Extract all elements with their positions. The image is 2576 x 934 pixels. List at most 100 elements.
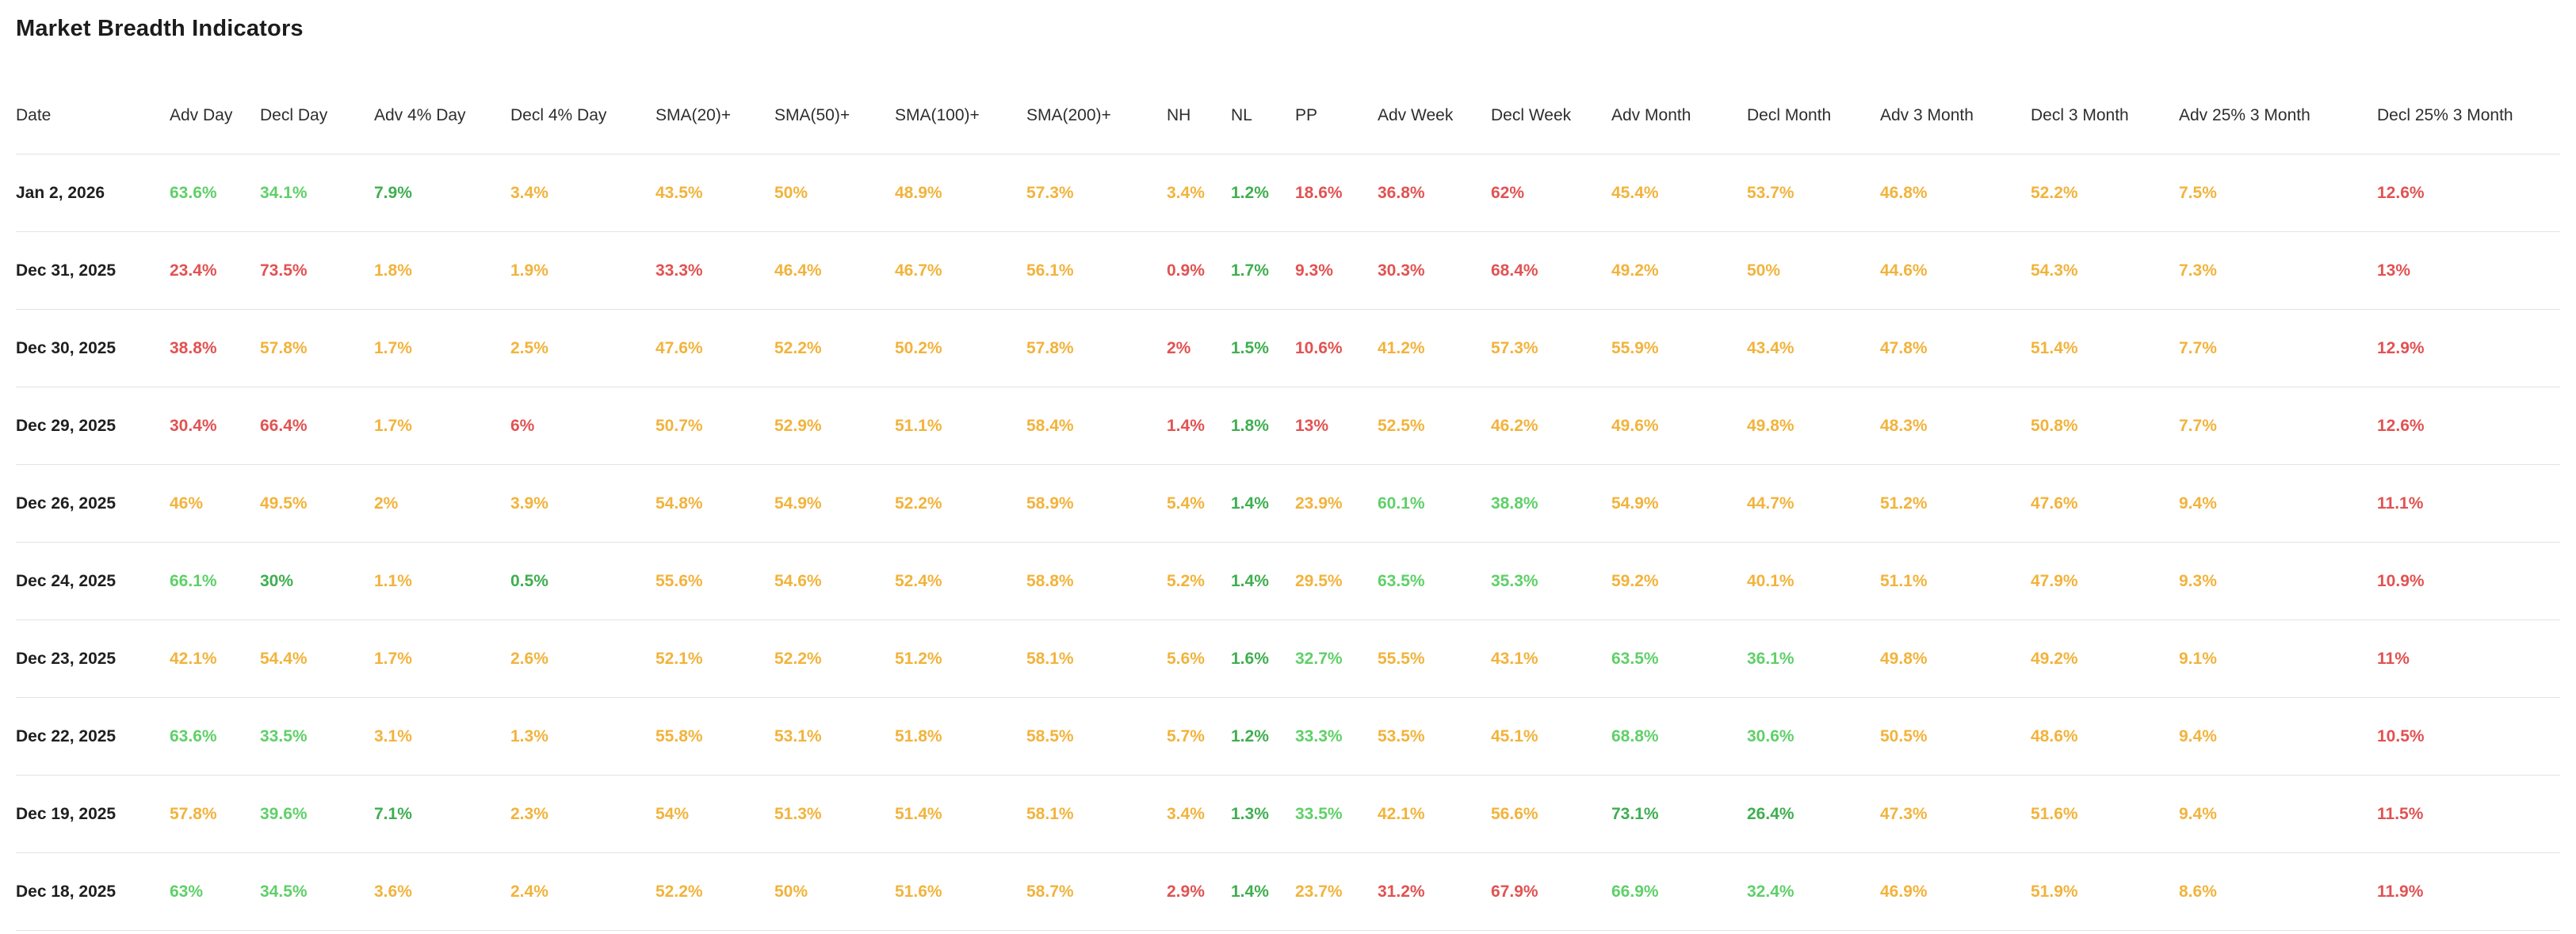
value-cell: 0.9% bbox=[1167, 231, 1231, 310]
table-row: Dec 31, 2025 23.4% 73.5% 1.8% 1.9% 33.3% 46.4%… bbox=[16, 231, 2560, 310]
value-cell: 33.5% bbox=[260, 697, 374, 776]
value-cell: 47.3% bbox=[1880, 775, 2031, 853]
value-cell: 57.3% bbox=[1491, 309, 1611, 387]
value-cell: 51.1% bbox=[895, 387, 1026, 465]
value-cell: 11% bbox=[2377, 619, 2560, 698]
column-header-nl: NL bbox=[1231, 77, 1295, 154]
value-cell: 1.6% bbox=[1231, 619, 1295, 698]
table-row: Jan 2, 2026 63.6% 34.1% 7.9% 3.4% 43.5% 50% 48.… bbox=[16, 154, 2560, 232]
value-cell: 68.8% bbox=[1611, 697, 1747, 776]
value-cell: 1.4% bbox=[1231, 852, 1295, 931]
value-cell: 49.2% bbox=[1611, 231, 1747, 310]
table-row: Dec 18, 2025 63% 34.5% 3.6% 2.4% 52.2% 50% 51.6… bbox=[16, 852, 2560, 931]
column-header-adv-month: Adv Month bbox=[1611, 77, 1747, 154]
column-header-decl-25-3-month: Decl 25% 3 Month bbox=[2377, 77, 2560, 154]
value-cell: 50.2% bbox=[895, 309, 1026, 387]
value-cell: 1.9% bbox=[510, 231, 655, 310]
value-cell: 47.8% bbox=[1880, 309, 2031, 387]
value-cell: 23.7% bbox=[1295, 852, 1378, 931]
value-cell: 48.6% bbox=[2031, 697, 2179, 776]
value-cell: 34.5% bbox=[260, 852, 374, 931]
table-row: Dec 24, 2025 66.1% 30% 1.1% 0.5% 55.6% 54.6% 52… bbox=[16, 542, 2560, 620]
column-header-adv-day: Adv Day bbox=[170, 77, 260, 154]
value-cell: 53.7% bbox=[1747, 154, 1880, 232]
value-cell: 52.2% bbox=[895, 464, 1026, 543]
value-cell: 45.1% bbox=[1491, 697, 1611, 776]
value-cell: 3.1% bbox=[374, 697, 510, 776]
table-row: Dec 29, 2025 30.4% 66.4% 1.7% 6% 50.7% 52.9% 51… bbox=[16, 387, 2560, 465]
value-cell: 33.3% bbox=[1295, 697, 1378, 776]
value-cell: 49.2% bbox=[2031, 619, 2179, 698]
table-body: Jan 2, 2026 63.6% 34.1% 7.9% 3.4% 43.5% 50% 48.… bbox=[16, 154, 2560, 931]
value-cell: 0.5% bbox=[510, 542, 655, 620]
value-cell: 32.7% bbox=[1295, 619, 1378, 698]
value-cell: 41.2% bbox=[1378, 309, 1491, 387]
date-cell: Dec 18, 2025 bbox=[16, 852, 170, 931]
value-cell: 60.1% bbox=[1378, 464, 1491, 543]
value-cell: 55.8% bbox=[655, 697, 774, 776]
value-cell: 7.1% bbox=[374, 775, 510, 853]
value-cell: 12.6% bbox=[2377, 154, 2560, 232]
value-cell: 67.9% bbox=[1491, 852, 1611, 931]
value-cell: 38.8% bbox=[1491, 464, 1611, 543]
column-header-sma-20: SMA(20)+ bbox=[655, 77, 774, 154]
value-cell: 5.6% bbox=[1167, 619, 1231, 698]
column-header-adv-week: Adv Week bbox=[1378, 77, 1491, 154]
value-cell: 1.4% bbox=[1231, 542, 1295, 620]
market-breadth-table: Date Adv Day Decl Day Adv 4% Day Decl 4% Day… bbox=[16, 77, 2560, 931]
value-cell: 1.7% bbox=[1231, 231, 1295, 310]
value-cell: 55.5% bbox=[1378, 619, 1491, 698]
value-cell: 3.6% bbox=[374, 852, 510, 931]
value-cell: 1.7% bbox=[374, 387, 510, 465]
value-cell: 1.4% bbox=[1167, 387, 1231, 465]
value-cell: 13% bbox=[1295, 387, 1378, 465]
value-cell: 51.4% bbox=[2031, 309, 2179, 387]
value-cell: 1.1% bbox=[374, 542, 510, 620]
value-cell: 63.5% bbox=[1611, 619, 1747, 698]
value-cell: 3.9% bbox=[510, 464, 655, 543]
value-cell: 11.5% bbox=[2377, 775, 2560, 853]
value-cell: 50.8% bbox=[2031, 387, 2179, 465]
value-cell: 43.1% bbox=[1491, 619, 1611, 698]
value-cell: 46.2% bbox=[1491, 387, 1611, 465]
value-cell: 5.4% bbox=[1167, 464, 1231, 543]
value-cell: 9.4% bbox=[2179, 775, 2377, 853]
value-cell: 1.8% bbox=[374, 231, 510, 310]
value-cell: 50.7% bbox=[655, 387, 774, 465]
value-cell: 54% bbox=[655, 775, 774, 853]
value-cell: 46.7% bbox=[895, 231, 1026, 310]
value-cell: 66.4% bbox=[260, 387, 374, 465]
value-cell: 53.1% bbox=[774, 697, 895, 776]
date-cell: Dec 26, 2025 bbox=[16, 464, 170, 543]
value-cell: 58.9% bbox=[1026, 464, 1167, 543]
value-cell: 53.5% bbox=[1378, 697, 1491, 776]
value-cell: 49.8% bbox=[1747, 387, 1880, 465]
date-cell: Dec 23, 2025 bbox=[16, 619, 170, 698]
value-cell: 57.3% bbox=[1026, 154, 1167, 232]
value-cell: 59.2% bbox=[1611, 542, 1747, 620]
column-header-pp: PP bbox=[1295, 77, 1378, 154]
value-cell: 32.4% bbox=[1747, 852, 1880, 931]
value-cell: 40.1% bbox=[1747, 542, 1880, 620]
value-cell: 63.5% bbox=[1378, 542, 1491, 620]
value-cell: 1.3% bbox=[510, 697, 655, 776]
value-cell: 54.9% bbox=[1611, 464, 1747, 543]
value-cell: 18.6% bbox=[1295, 154, 1378, 232]
value-cell: 50% bbox=[774, 154, 895, 232]
value-cell: 51.9% bbox=[2031, 852, 2179, 931]
value-cell: 1.8% bbox=[1231, 387, 1295, 465]
value-cell: 51.1% bbox=[1880, 542, 2031, 620]
date-cell: Dec 29, 2025 bbox=[16, 387, 170, 465]
value-cell: 52.9% bbox=[774, 387, 895, 465]
value-cell: 7.9% bbox=[374, 154, 510, 232]
value-cell: 9.4% bbox=[2179, 697, 2377, 776]
value-cell: 11.9% bbox=[2377, 852, 2560, 931]
column-header-decl-day: Decl Day bbox=[260, 77, 374, 154]
value-cell: 68.4% bbox=[1491, 231, 1611, 310]
value-cell: 51.6% bbox=[2031, 775, 2179, 853]
value-cell: 52.2% bbox=[2031, 154, 2179, 232]
column-header-decl-month: Decl Month bbox=[1747, 77, 1880, 154]
value-cell: 1.2% bbox=[1231, 697, 1295, 776]
column-header-adv-3-month: Adv 3 Month bbox=[1880, 77, 2031, 154]
value-cell: 2.5% bbox=[510, 309, 655, 387]
